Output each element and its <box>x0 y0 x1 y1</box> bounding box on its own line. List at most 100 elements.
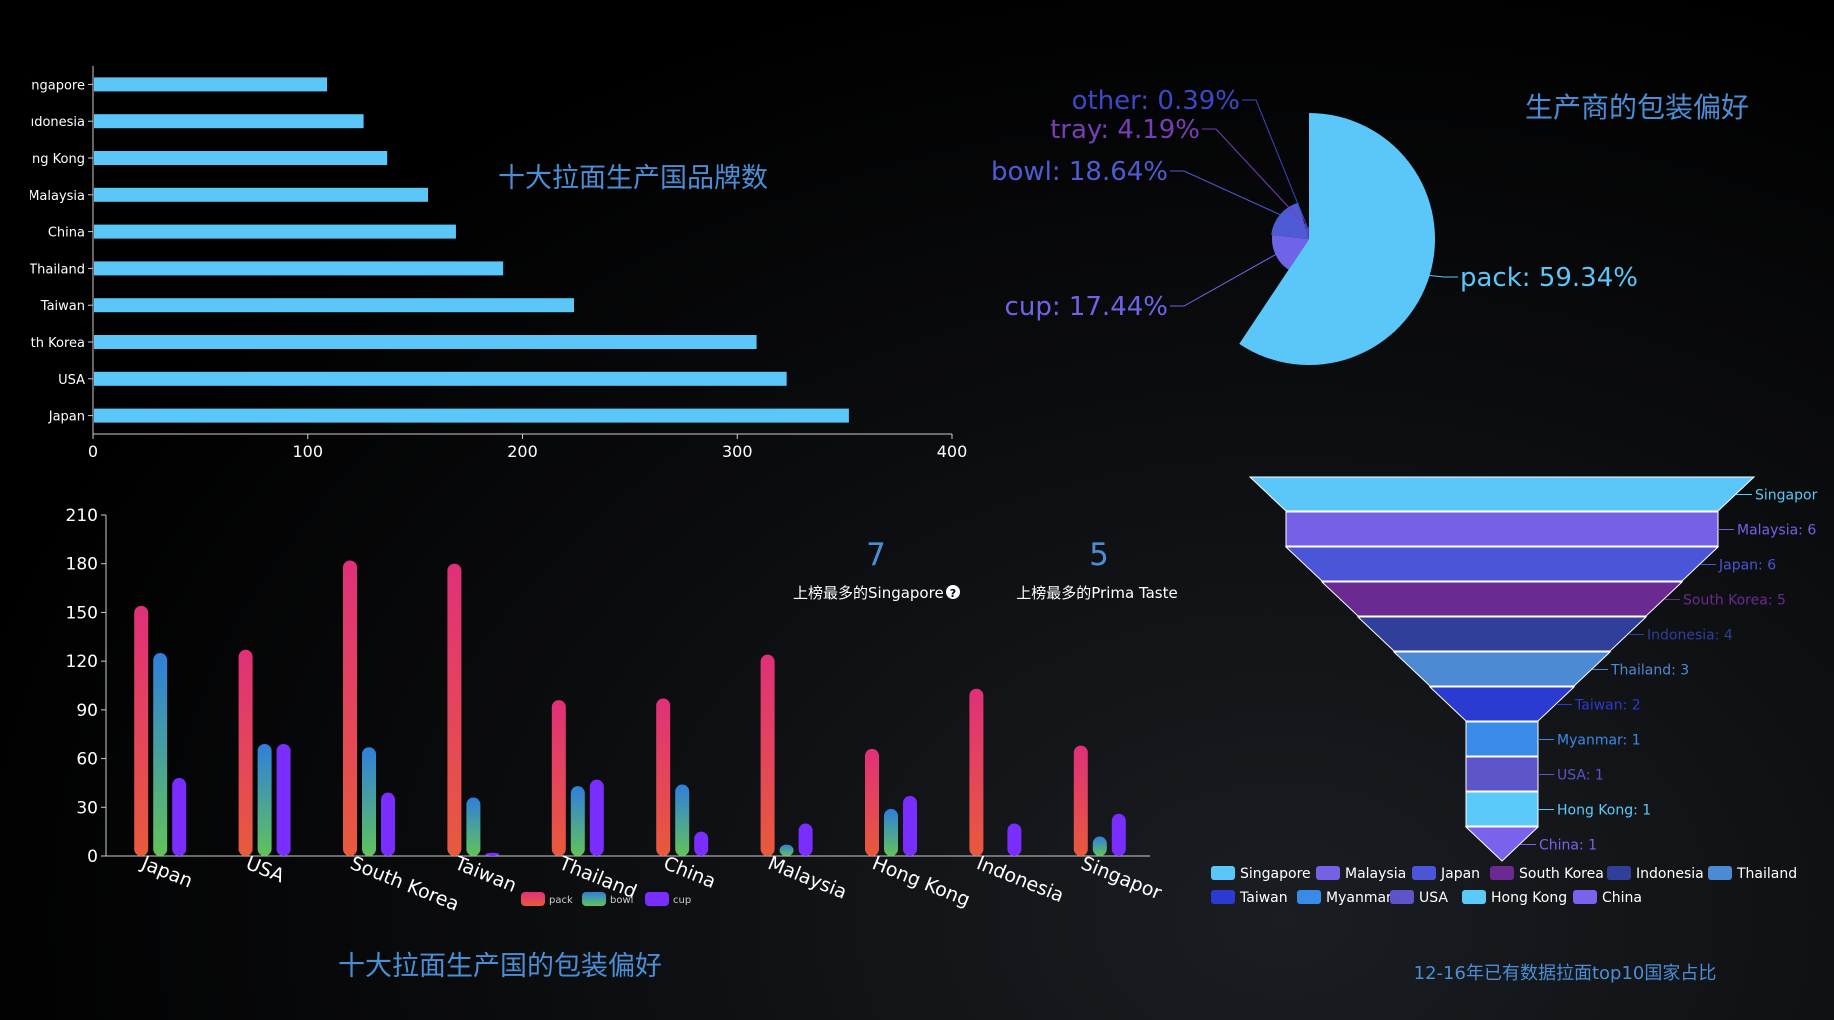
brand-y-tick-label: Thailand <box>28 262 85 277</box>
package-y-tick-label: 210 <box>66 506 98 526</box>
brand-bar-hong-kong <box>94 151 388 165</box>
funnel-layer-taiwan <box>1428 686 1576 722</box>
funnel-legend-swatch-hong-kong <box>1462 890 1486 904</box>
funnel-legend-swatch-singapore <box>1211 866 1235 880</box>
funnel-chart-title: 12-16年已有数据拉面top10国家占比 <box>1414 963 1717 984</box>
brand-y-tick-label: Malaysia <box>28 189 85 204</box>
pie-label-line-cup <box>1170 254 1276 307</box>
stat-value-singapore: 7 <box>866 537 886 573</box>
package-legend-label-cup: cup <box>673 895 691 906</box>
package-bar-pack-singapore <box>1073 745 1088 856</box>
funnel-legend-swatch-usa <box>1390 890 1414 904</box>
brand-bar-indonesia <box>94 114 364 129</box>
funnel-layer-japan <box>1284 546 1720 582</box>
funnel-label-myanmar: Myanmar: 1 <box>1557 733 1641 749</box>
package-bar-bowl-hong-kong <box>884 808 898 856</box>
brand-bar-singapore <box>94 77 328 92</box>
funnel-legend-swatch-japan <box>1412 866 1436 880</box>
brand-x-tick-label: 100 <box>292 442 323 461</box>
funnel-label-malaysia: Malaysia: 6 <box>1737 523 1816 539</box>
package-bar-cup-thailand <box>589 779 604 856</box>
pie-slice-pack <box>1239 113 1436 365</box>
funnel-label-japan: Japan: 6 <box>1718 558 1776 574</box>
package-legend-swatch-pack <box>521 892 545 906</box>
brand-y-tick-label: th Korea <box>31 336 85 351</box>
package-y-tick-label: 0 <box>87 847 98 867</box>
funnel-label-thailand: Thailand: 3 <box>1610 663 1689 679</box>
funnel-legend-swatch-indonesia <box>1607 866 1631 880</box>
package-chart-title: 十大拉面生产国的包装偏好 <box>338 951 662 982</box>
funnel-label-china: China: 1 <box>1539 838 1597 854</box>
pie-label-line-tray <box>1202 128 1308 228</box>
package-bar-bowl-singapore <box>1092 836 1107 856</box>
funnel-label-singapore: Singapor <box>1755 488 1818 504</box>
package-bar-bowl-south-korea <box>362 747 376 856</box>
svg-text:?: ? <box>950 587 956 600</box>
brand-x-tick-label: 200 <box>507 442 538 461</box>
funnel-legend-swatch-china <box>1573 890 1597 904</box>
package-bar-cup-japan <box>172 778 187 856</box>
pie-slice-bowl <box>1271 202 1309 239</box>
package-bar-bowl-japan <box>153 653 168 856</box>
brand-count-chart: 十大拉面生产国品牌数 0 100 200 300 400 Japan USA th Korea… <box>0 60 967 461</box>
package-bar-cup-china <box>694 831 709 856</box>
funnel-label-indonesia: Indonesia: 4 <box>1647 628 1733 644</box>
package-x-tick-label: USA <box>243 852 288 887</box>
package-bar-bowl-usa <box>257 743 272 856</box>
funnel-legend-label-japan: Japan <box>1440 866 1480 882</box>
package-bar-cup-malaysia <box>798 823 813 856</box>
brand-x-tick-label: 0 <box>88 442 98 461</box>
pie-label-cup: cup: 17.44% <box>1005 292 1168 322</box>
package-x-tick-label: South Korea <box>347 852 462 916</box>
package-x-tick-label: Hong Kong <box>869 852 973 911</box>
funnel-legend-label-taiwan: Taiwan <box>1239 890 1288 906</box>
brand-bar-taiwan <box>94 298 575 313</box>
funnel-legend-swatch-myanmar <box>1297 890 1321 904</box>
brand-y-tick-label: ingapore <box>28 78 85 93</box>
pie-label-line-pack <box>1429 274 1458 278</box>
pie-chart-title: 生产商的包装偏好 <box>1525 91 1749 124</box>
funnel-legend-label-thailand: Thailand <box>1736 866 1797 882</box>
pie-label-other: other: 0.39% <box>1072 86 1240 116</box>
funnel-legend-swatch-south-korea <box>1490 866 1514 880</box>
brand-y-tick-label: Taiwan <box>40 299 85 314</box>
packaging-pie-chart: 生产商的包装偏好 pack: 59.34% cup: 17.44% bowl: 18… <box>991 86 1749 365</box>
stat-label-singapore: 上榜最多的Singapore <box>793 584 944 602</box>
brand-label-clip <box>0 60 30 440</box>
funnel-legend-swatch-thailand <box>1708 866 1732 880</box>
package-bar-pack-south-korea <box>343 560 357 856</box>
brand-bar-usa <box>94 371 787 386</box>
funnel-legend-label-indonesia: Indonesia <box>1636 866 1704 882</box>
package-bar-bowl-malaysia <box>779 844 794 856</box>
funnel-layer-myanmar <box>1465 721 1539 757</box>
package-y-tick-label: 60 <box>76 750 98 770</box>
funnel-legend-label-south-korea: South Korea <box>1519 866 1604 882</box>
funnel-legend-label-china: China <box>1602 890 1642 906</box>
help-icon[interactable]: ? <box>946 585 960 600</box>
brand-y-tick-label: USA <box>58 373 85 388</box>
package-x-tick-label: Taiwan <box>451 852 520 897</box>
pie-label-line-bowl <box>1170 170 1281 216</box>
package-x-tick-label: China <box>660 852 719 893</box>
package-x-tick-label: Singapor <box>1078 852 1165 904</box>
funnel-label-usa: USA: 1 <box>1557 768 1604 784</box>
package-legend-swatch-bowl <box>582 892 606 906</box>
package-x-tick-label: Japan <box>137 852 195 893</box>
country-funnel-chart: Singapor Malaysia: 6 Japan: 6 South Korea: … <box>1211 476 1818 984</box>
package-bar-cup-hong-kong <box>903 795 917 856</box>
pie-label-tray: tray: 4.19% <box>1050 115 1200 145</box>
funnel-layer-hong-kong <box>1465 791 1539 827</box>
brand-x-tick-label: 300 <box>722 442 753 461</box>
funnel-legend-label-singapore: Singapore <box>1240 866 1311 882</box>
brand-bar-japan <box>94 408 849 423</box>
funnel-legend-swatch-malaysia <box>1316 866 1340 880</box>
package-bar-cup-taiwan <box>485 852 500 856</box>
package-bar-pack-indonesia <box>969 688 984 856</box>
package-bar-bowl-thailand <box>570 786 585 856</box>
funnel-legend-label-myanmar: Myanmar <box>1326 890 1392 906</box>
package-bar-cup-indonesia <box>1007 823 1022 856</box>
brand-bar-china <box>94 224 456 239</box>
funnel-layer-south-korea <box>1320 581 1684 617</box>
funnel-layer-malaysia <box>1285 511 1719 547</box>
